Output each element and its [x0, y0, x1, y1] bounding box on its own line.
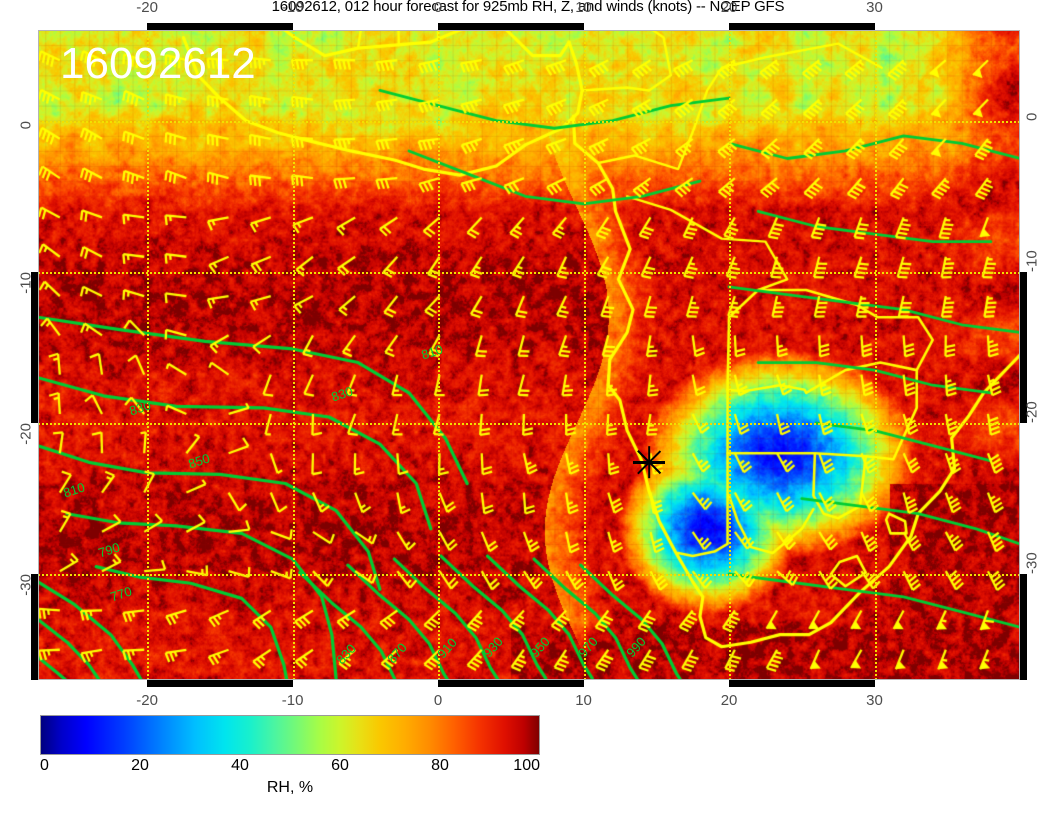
x-axis-tick-bottom: -20	[136, 692, 158, 709]
axis-bar-segment	[729, 23, 875, 30]
colorbar-tick-label: 80	[431, 757, 449, 774]
colorbar-tick-label: 60	[331, 757, 349, 774]
graticule-meridian	[729, 30, 732, 680]
x-axis-tick-top: 20	[720, 0, 738, 16]
colorbar-tick-label: 100	[513, 757, 540, 774]
colorbar-title: RH, %	[266, 779, 314, 796]
y-axis-tick-right: -10	[1023, 250, 1041, 272]
x-axis-tick-top: 0	[433, 0, 443, 16]
graticule-meridian	[147, 30, 150, 680]
axis-bar-left	[31, 30, 38, 680]
axis-bar-segment	[1020, 271, 1027, 424]
graticule-meridian	[438, 30, 441, 680]
map-panel[interactable]: 810 790 770 830 850 830 810 830 870 910 930 950 970 9…	[31, 23, 1027, 687]
axis-bar-top	[38, 23, 1020, 30]
x-axis-tick-bottom: 10	[575, 692, 592, 709]
graticule-parallel	[38, 423, 1020, 426]
run-timestamp-stamp: 16092612	[60, 39, 256, 88]
y-axis-tick-left: -30	[17, 574, 35, 596]
graticule-parallel	[38, 120, 1020, 123]
colorbar-tick-label: 0	[40, 757, 49, 774]
y-axis-tick-left: -10	[17, 271, 35, 294]
rh-field-canvas	[38, 30, 1020, 680]
axis-bar-bottom	[38, 680, 1020, 687]
axis-bar-right	[1020, 30, 1027, 680]
y-axis-tick-left: 0	[17, 120, 35, 130]
x-axis-tick-bottom: 20	[720, 692, 738, 709]
axis-bar-segment	[438, 680, 584, 687]
x-axis-tick-top: 10	[575, 0, 592, 16]
y-axis-tick-left: -20	[17, 423, 35, 445]
axis-bar-segment	[31, 574, 38, 680]
station-marker-icon	[632, 445, 666, 479]
axis-bar-segment	[729, 680, 875, 687]
axis-bar-segment	[1020, 574, 1027, 680]
x-axis-tick-top: -10	[281, 0, 304, 16]
graticule-parallel	[38, 271, 1020, 274]
y-axis-tick-right: 0	[1023, 112, 1041, 121]
colorbar-gradient	[40, 715, 540, 755]
axis-bar-segment	[147, 680, 293, 687]
axis-bar-segment	[31, 271, 38, 424]
axis-bar-segment	[438, 23, 584, 30]
x-axis-tick-top: -20	[136, 0, 158, 16]
graticule-meridian	[874, 30, 877, 680]
y-axis-tick-right: -30	[1023, 552, 1041, 575]
graticule-meridian	[292, 30, 295, 680]
x-axis-tick-bottom: 30	[866, 692, 883, 709]
y-axis-tick-right: -20	[1023, 401, 1041, 424]
colorbar-panel: 0 20 40 60 80 100 RH, %	[40, 715, 540, 796]
map-canvas-clip: 810 790 770 830 850 830 810 830 870 910 930 950 970 9…	[38, 30, 1020, 680]
colorbar-tick-label: 20	[131, 757, 149, 774]
graticule-parallel	[38, 574, 1020, 577]
x-axis-tick-top: 30	[866, 0, 883, 16]
page-title: 16092612, 012 hour forecast for 925mb RH…	[271, 0, 785, 15]
axis-bar-segment	[147, 23, 293, 30]
graticule-meridian	[583, 30, 586, 680]
colorbar-tick-label: 40	[231, 757, 249, 774]
x-axis-tick-bottom: 0	[433, 692, 443, 709]
x-axis-tick-bottom: -10	[281, 692, 304, 709]
